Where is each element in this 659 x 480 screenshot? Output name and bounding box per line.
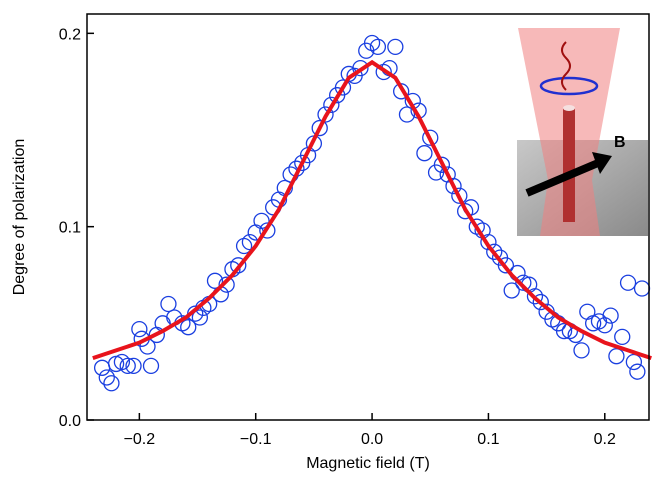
y-tick-label: 0.1: [59, 220, 81, 237]
x-tick-label: −0.2: [124, 431, 156, 448]
y-tick-label: 0.0: [59, 413, 81, 430]
data-point: [614, 328, 631, 346]
data-point: [602, 307, 619, 324]
x-axis-label: Magnetic field (T): [306, 455, 430, 472]
data-point: [206, 272, 224, 289]
data-point: [323, 96, 340, 114]
data-point: [486, 243, 503, 260]
data-point: [375, 63, 392, 81]
inset-circular-arrow: [539, 76, 599, 96]
data-point: [629, 363, 646, 380]
data-point: [230, 257, 247, 274]
fit-line: [92, 59, 652, 361]
inset-rod-top: [563, 105, 575, 111]
x-tick-label: −0.1: [240, 431, 272, 448]
data-point: [363, 34, 381, 52]
data-point: [625, 353, 643, 371]
data-point: [596, 317, 613, 334]
data-point: [422, 129, 439, 146]
data-point: [180, 319, 197, 336]
data-point: [218, 276, 235, 293]
data-point: [633, 280, 651, 297]
data-point: [317, 106, 334, 123]
data-point: [259, 222, 276, 239]
inset-field-arrow: [525, 159, 600, 197]
data-point: [526, 288, 544, 305]
plot-frame: [86, 13, 650, 421]
data-point: [532, 293, 549, 311]
x-tick-label: 0.2: [594, 431, 616, 448]
inset-label: B: [614, 134, 626, 151]
data-point: [253, 212, 270, 230]
data-point: [387, 38, 404, 56]
data-point: [352, 59, 369, 77]
x-tick-label: 0.1: [477, 431, 499, 448]
y-axis-label: Degree of polarization: [11, 139, 28, 296]
inset-photon: [561, 41, 571, 91]
data-point: [311, 119, 328, 137]
data-point: [497, 257, 515, 274]
data-point: [98, 369, 115, 386]
data-point: [160, 295, 177, 313]
data-point: [433, 156, 451, 173]
data-point: [398, 106, 416, 123]
inset-rod: [563, 108, 575, 222]
inset-field-arrowhead: [592, 152, 612, 174]
data-point: [131, 320, 148, 338]
inset: B: [517, 28, 648, 236]
data-point: [93, 359, 111, 376]
data-point: [334, 79, 352, 96]
data-point: [119, 357, 136, 375]
data-point: [125, 357, 142, 375]
data-point: [480, 233, 497, 251]
data-point: [503, 282, 520, 299]
data-point: [468, 218, 485, 235]
data-point: [113, 353, 131, 371]
data-point: [416, 145, 433, 162]
data-point: [573, 342, 590, 359]
data-point: [608, 348, 625, 365]
data-point: [103, 375, 120, 392]
data-point: [235, 237, 253, 255]
plot-area: [92, 34, 652, 392]
data-point: [191, 309, 209, 326]
data-point: [457, 203, 474, 220]
data-point: [451, 187, 468, 204]
data-point: [555, 322, 573, 340]
data-point: [619, 274, 637, 291]
data-point: [445, 177, 462, 195]
y-tick-label: 0.2: [59, 26, 81, 43]
data-point: [142, 357, 160, 375]
data-point: [369, 38, 387, 56]
x-tick-label: 0.0: [361, 431, 383, 448]
